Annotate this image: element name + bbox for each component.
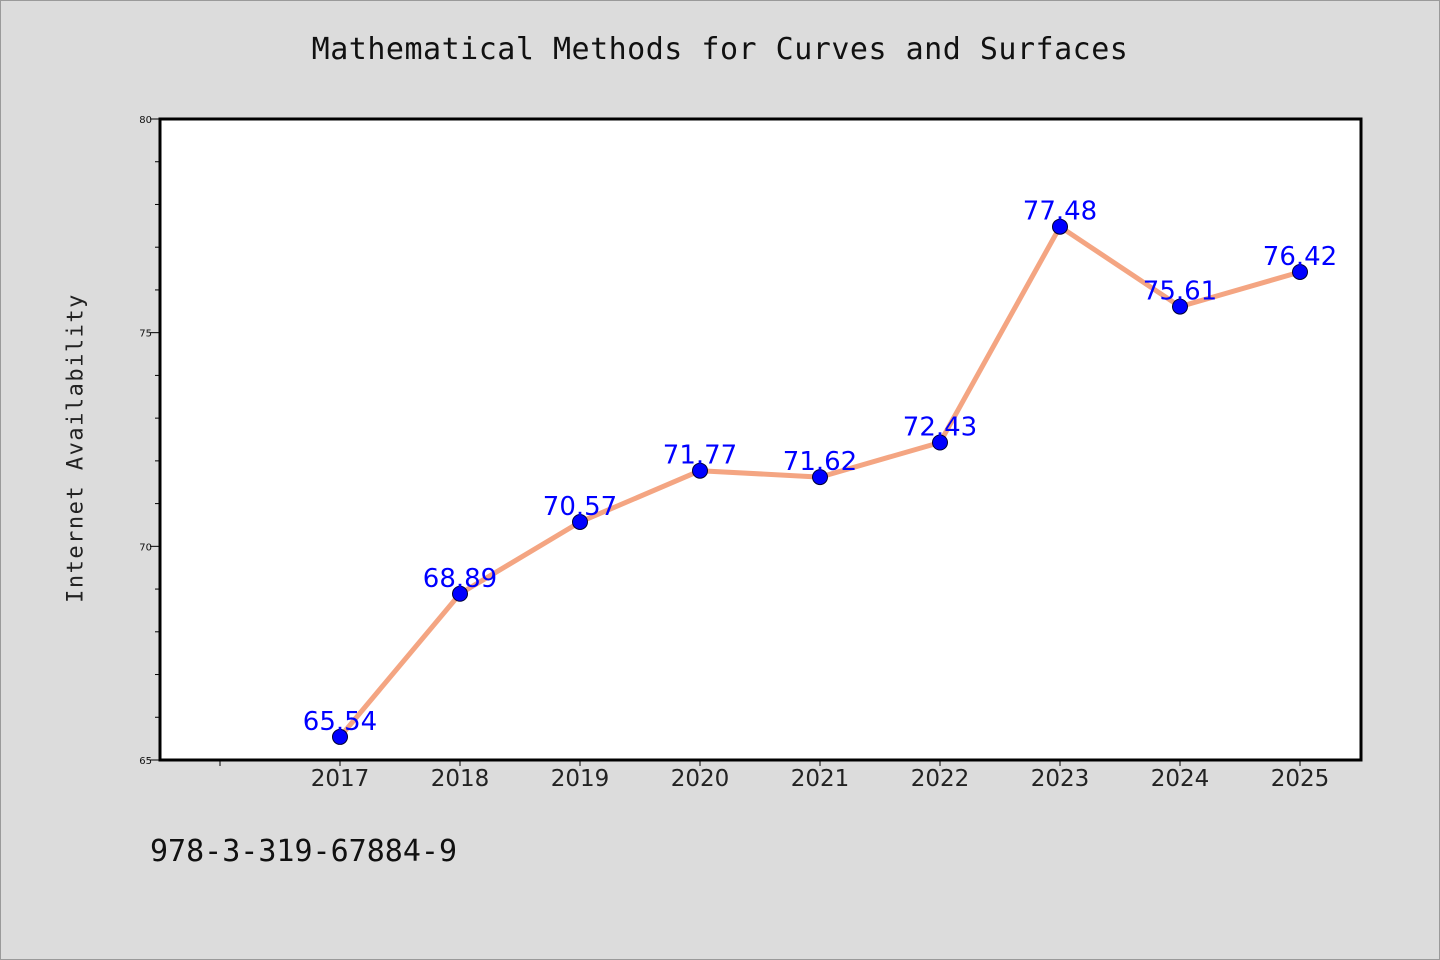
markers-group [332,218,1308,745]
chart-title: Mathematical Methods for Curves and Surf… [311,32,1129,67]
plot-area [160,119,1361,760]
data-point [572,513,588,530]
x-tick-label: 2019 [551,766,610,792]
data-label: 68.89 [423,564,497,594]
isbn-text: 978-3-319-67884-9 [150,834,458,869]
data-point [1052,218,1068,235]
data-point [332,728,348,745]
y-tick-label: 70 [139,542,152,553]
data-point [1292,263,1308,280]
x-axis: 2017 2018 2019 2020 2021 2022 2023 2024 2025 [219,760,1330,792]
data-label: 70.57 [543,492,617,522]
data-labels-group: 65.54 68.89 70.57 71.77 71.62 72.43 77.48 75.61… [303,197,1337,737]
data-label: 71.77 [663,441,737,471]
data-point [1172,298,1188,315]
x-tick-label: 2025 [1271,766,1330,792]
x-tick-label: 2020 [671,766,730,792]
data-label: 77.48 [1023,197,1097,227]
data-label: 65.54 [303,707,377,737]
data-label: 72.43 [903,412,977,442]
data-label: 75.61 [1143,277,1217,307]
data-point [932,434,948,451]
data-label: 76.42 [1263,242,1337,272]
x-tick-label: 2024 [1151,766,1210,792]
data-label: 71.62 [783,447,857,477]
data-point [452,585,468,602]
y-axis: 65 70 75 80 [139,115,160,767]
y-tick-label: 65 [139,756,152,767]
y-tick-label: 75 [139,329,152,340]
x-tick-label: 2018 [431,766,490,792]
x-tick-label: 2017 [311,766,370,792]
x-tick-label: 2023 [1031,766,1090,792]
plot-border [158,117,1363,762]
y-tick-label: 80 [139,115,152,126]
data-point [812,469,828,486]
data-point [692,462,708,479]
x-tick-label: 2022 [911,766,970,792]
x-tick-label: 2021 [791,766,850,792]
